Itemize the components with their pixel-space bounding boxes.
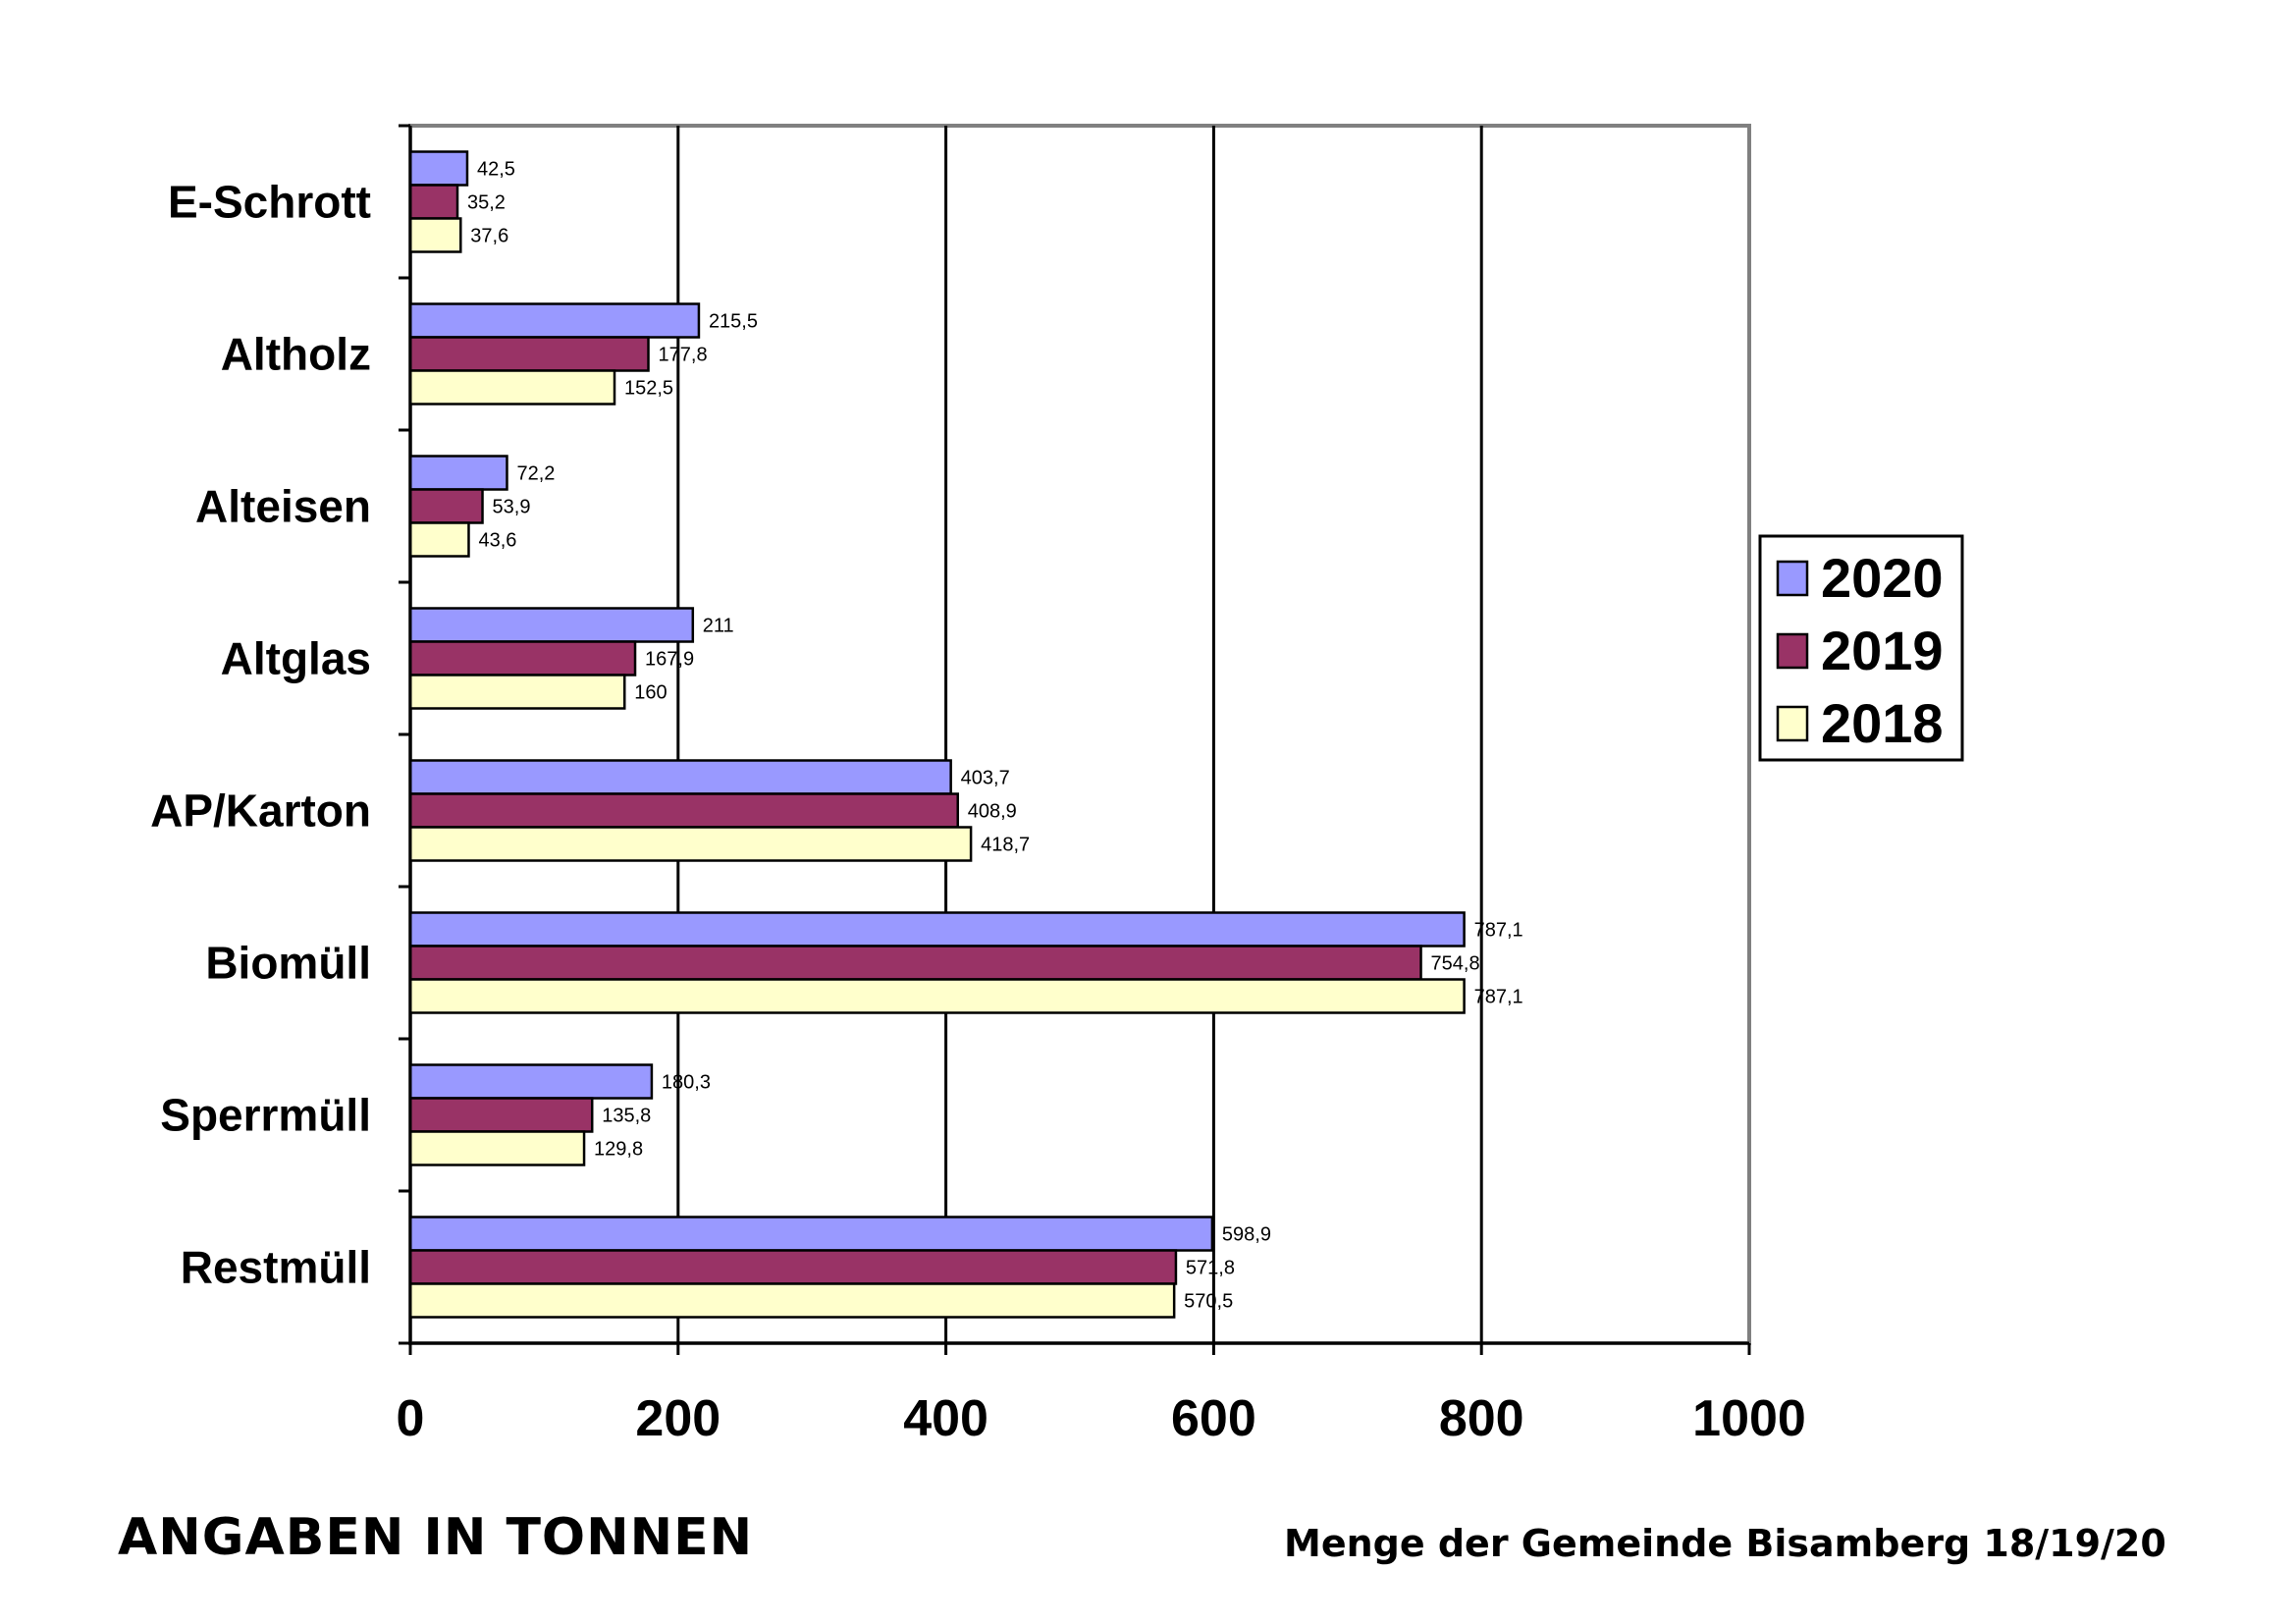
data-label: 43,6 — [478, 530, 516, 552]
legend-swatch-2018 — [1776, 705, 1809, 742]
bar-2020 — [408, 1216, 1214, 1252]
data-label: 570,5 — [1184, 1291, 1233, 1313]
bar-2020 — [408, 150, 469, 187]
bar-2018 — [408, 521, 470, 558]
data-label: 787,1 — [1474, 920, 1523, 942]
data-label: 72,2 — [516, 463, 555, 485]
data-label: 167,9 — [645, 649, 694, 671]
data-label: 598,9 — [1222, 1224, 1271, 1246]
data-label: 135,8 — [602, 1106, 651, 1127]
data-label: 418,7 — [981, 835, 1030, 856]
category-label: E-Schrott — [168, 177, 371, 228]
x-tick-label: 0 — [397, 1390, 425, 1447]
bar-2020 — [408, 455, 508, 491]
bar-2018 — [408, 217, 462, 253]
bar-2019 — [408, 792, 959, 829]
x-tick-label: 200 — [635, 1390, 721, 1447]
data-label: 215,5 — [709, 311, 758, 333]
bar-2018 — [408, 826, 973, 862]
category-label: Altglas — [221, 633, 371, 684]
data-label: 35,2 — [467, 192, 506, 214]
x-tick-label: 800 — [1439, 1390, 1524, 1447]
data-label: 129,8 — [594, 1139, 643, 1161]
bar-2018 — [408, 1130, 586, 1166]
legend-swatch-2020 — [1776, 560, 1809, 597]
legend: 2020 2019 2018 — [1758, 534, 1964, 762]
data-label: 211 — [703, 616, 734, 637]
bar-2018 — [408, 674, 626, 710]
data-label: 403,7 — [961, 768, 1010, 789]
data-label: 754,8 — [1431, 953, 1480, 975]
category-label: Sperrmüll — [160, 1090, 371, 1141]
bar-2018 — [408, 978, 1466, 1014]
bar-2018 — [408, 369, 616, 406]
bar-2020 — [408, 607, 695, 643]
bar-2020 — [408, 1063, 654, 1100]
legend-label: 2018 — [1821, 692, 1944, 754]
data-label: 787,1 — [1474, 987, 1523, 1008]
bar-2019 — [408, 640, 637, 677]
bar-2019 — [408, 488, 484, 524]
legend-swatch-2019 — [1776, 632, 1809, 670]
bar-2019 — [408, 184, 459, 220]
data-label: 571,8 — [1186, 1258, 1235, 1279]
data-label: 180,3 — [662, 1072, 711, 1094]
data-label: 37,6 — [470, 226, 508, 247]
bar-2020 — [408, 302, 701, 339]
x-tick-label: 600 — [1171, 1390, 1256, 1447]
bar-2019 — [408, 1097, 594, 1133]
source-note: Menge der Gemeinde Bisamberg 18/19/20 — [1284, 1522, 2166, 1565]
legend-label: 2019 — [1821, 620, 1944, 681]
category-label: AP/Karton — [150, 785, 371, 837]
bar-2019 — [408, 945, 1422, 981]
bar-2019 — [408, 1249, 1178, 1285]
data-label: 160 — [634, 682, 667, 704]
x-tick-label: 1000 — [1692, 1390, 1806, 1447]
category-label: Restmüll — [181, 1242, 371, 1293]
units-note: ANGABEN IN TONNEN — [118, 1508, 754, 1567]
data-label: 42,5 — [477, 159, 515, 181]
category-label: Alteisen — [195, 481, 371, 532]
bar-2020 — [408, 759, 952, 795]
category-label: Altholz — [221, 329, 371, 380]
data-label: 53,9 — [493, 497, 531, 518]
category-label: Biomüll — [205, 938, 371, 989]
bar-2018 — [408, 1282, 1176, 1319]
legend-label: 2020 — [1821, 547, 1944, 609]
bar-2020 — [408, 911, 1466, 947]
data-label: 177,8 — [659, 345, 708, 366]
bar-2019 — [408, 336, 650, 372]
x-tick-label: 400 — [903, 1390, 988, 1447]
data-label: 408,9 — [968, 801, 1017, 823]
data-label: 152,5 — [624, 378, 673, 400]
